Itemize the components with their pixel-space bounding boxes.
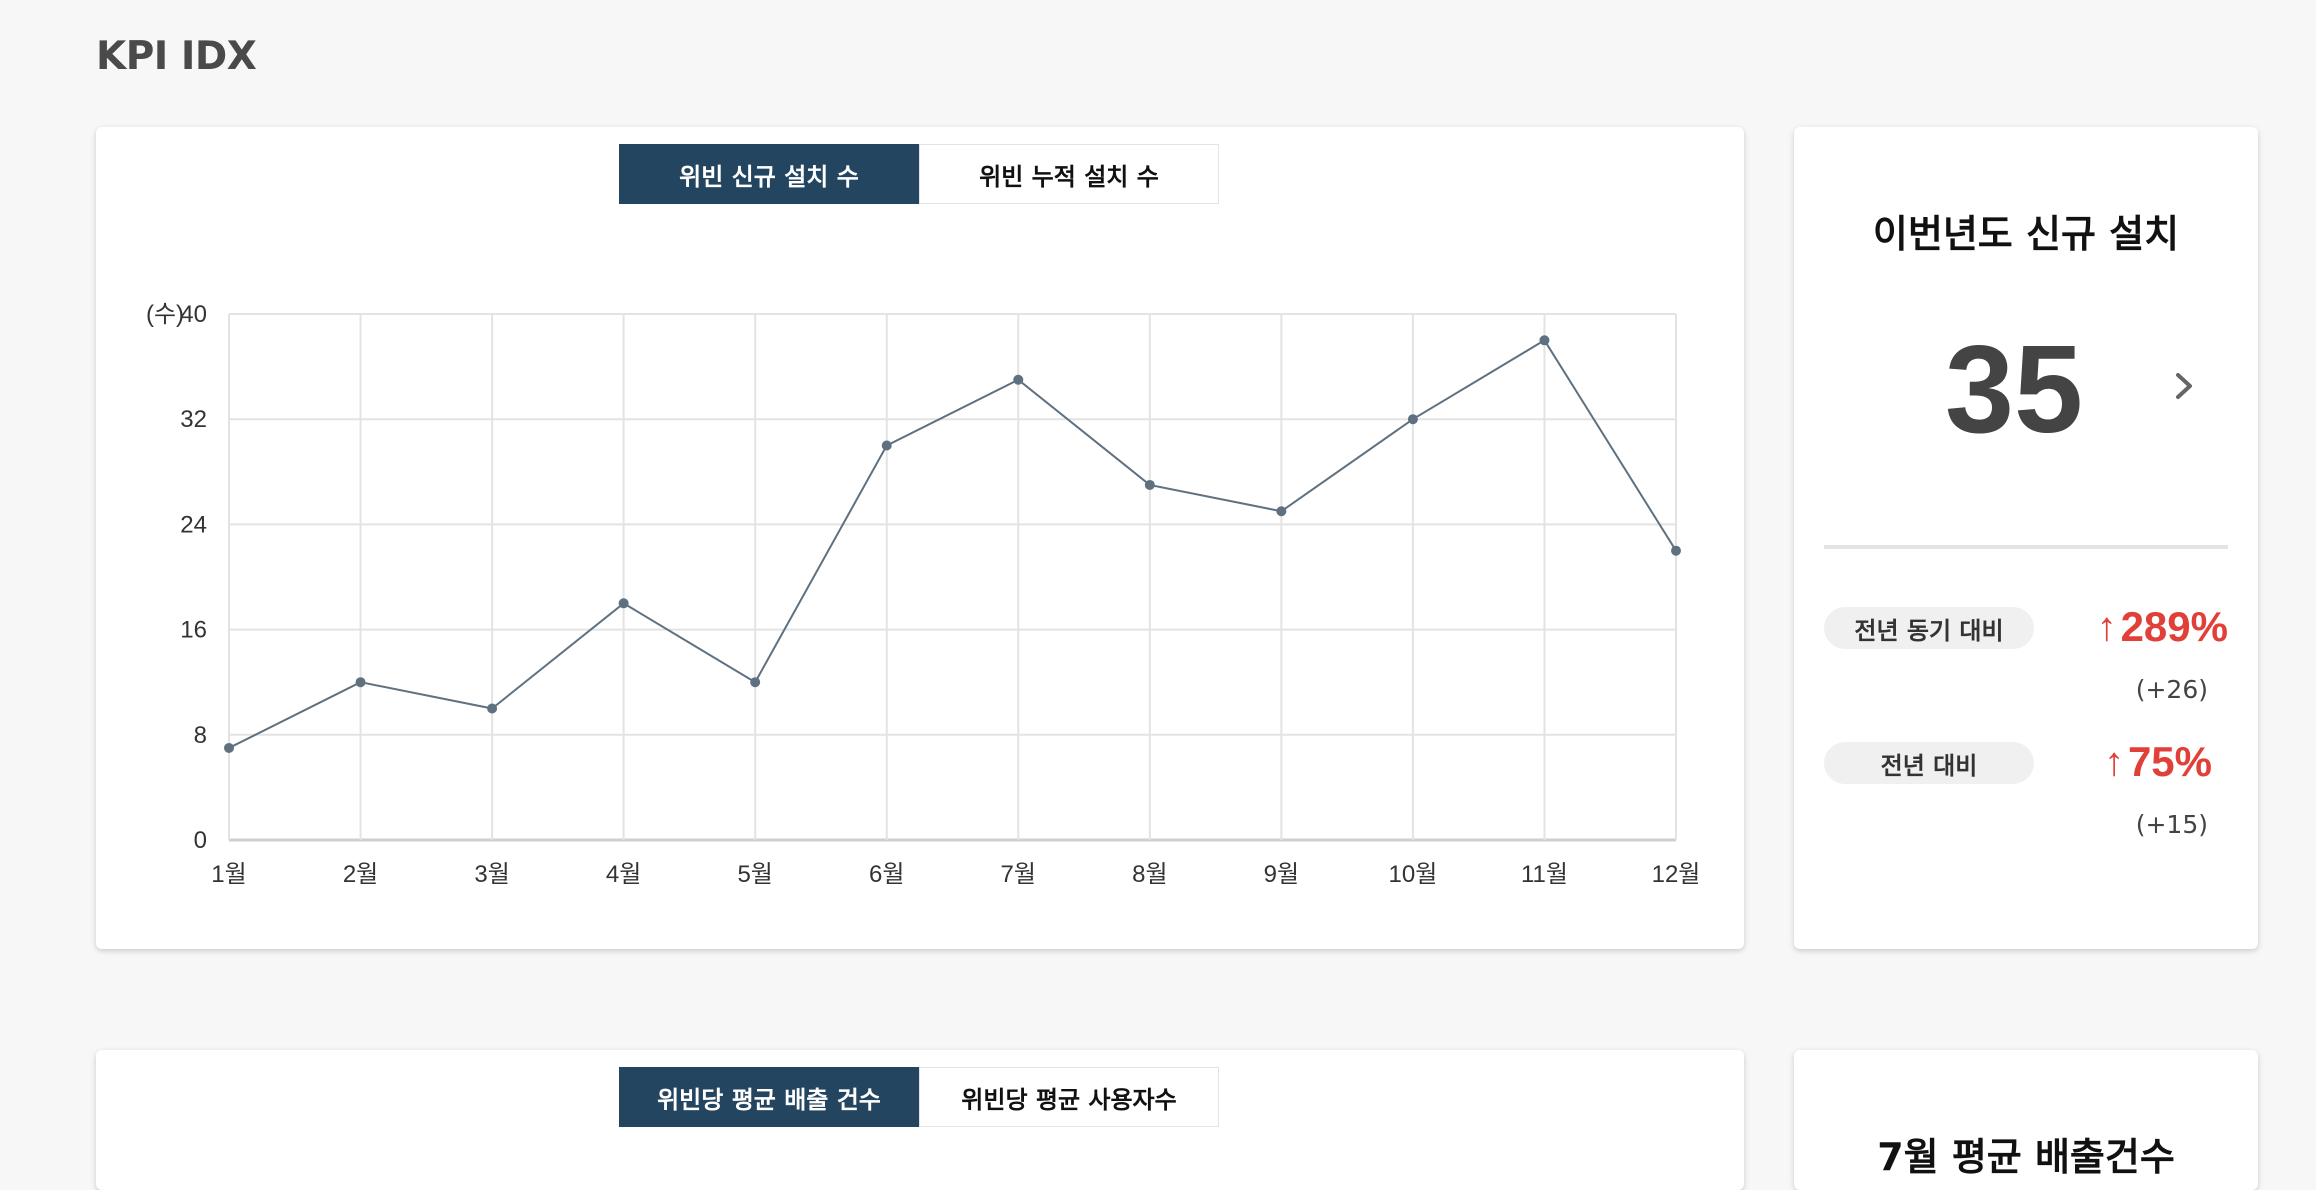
data-point	[1013, 374, 1024, 385]
x-tick-label: 11월	[1521, 861, 1568, 888]
x-tick-label: 7월	[1001, 861, 1036, 888]
data-point	[1407, 414, 1418, 425]
arrow-up-icon: ↑	[2103, 739, 2124, 784]
emissions-chart-card: 위빈당 평균 배출 건수 위빈당 평균 사용자수	[96, 1050, 1744, 1190]
data-point	[618, 598, 629, 609]
chart-tabs: 위빈 신규 설치 수 위빈 누적 설치 수	[619, 144, 1219, 204]
data-point	[1671, 545, 1681, 556]
data-point	[1539, 335, 1550, 346]
compare-percent-same-period: ↑ 289%	[2097, 603, 2228, 651]
data-point	[1144, 479, 1155, 490]
data-point	[1276, 506, 1287, 517]
stat-value: 35	[1945, 321, 2083, 459]
y-axis-unit-label: (수)	[146, 301, 184, 328]
compare-diff-last-year: (+15)	[2135, 810, 2208, 839]
compare-percent-value: 289%	[2120, 603, 2228, 650]
series-line	[228, 338, 1677, 749]
installs-chart-card: 위빈 신규 설치 수 위빈 누적 설치 수 0 8 16 24 32 40 (수) 1월 2월 3…	[96, 127, 1744, 949]
y-tick-label: 40	[180, 301, 207, 328]
y-tick-label: 16	[180, 617, 207, 644]
compare-badge-last-year: 전년 대비	[1824, 742, 2034, 784]
x-tick-label: 9월	[1264, 861, 1299, 888]
compare-percent-value: 75%	[2127, 738, 2212, 785]
chart-tabs: 위빈당 평균 배출 건수 위빈당 평균 사용자수	[619, 1067, 1219, 1127]
compare-diff-same-period: (+26)	[2135, 675, 2208, 704]
data-point	[355, 677, 366, 688]
y-tick-label: 32	[180, 406, 207, 433]
x-tick-label: 8월	[1132, 861, 1167, 888]
arrow-up-icon: ↑	[2096, 604, 2117, 649]
stat-title: 7월 평균 배출건수	[1877, 1135, 2175, 1179]
yearly-installs-stat-card: 이번년도 신규 설치 35 전년 동기 대비 ↑ 289% (+26) 전년 대…	[1794, 127, 2258, 949]
x-tick-label: 10월	[1389, 861, 1438, 888]
x-tick-label: 1월	[211, 861, 246, 888]
chevron-right-icon[interactable]	[2164, 365, 2206, 407]
data-point	[487, 703, 498, 714]
tab-avg-users[interactable]: 위빈당 평균 사용자수	[919, 1067, 1219, 1127]
compare-badge-same-period: 전년 동기 대비	[1824, 607, 2034, 649]
x-tick-label: 12월	[1652, 861, 1701, 888]
x-tick-label: 2월	[343, 861, 378, 888]
stat-title: 이번년도 신규 설치	[1872, 212, 2180, 256]
monthly-emissions-stat-card: 7월 평균 배출건수	[1794, 1050, 2258, 1190]
data-point	[750, 677, 761, 688]
tab-cumulative-installs[interactable]: 위빈 누적 설치 수	[919, 144, 1219, 204]
x-tick-label: 3월	[474, 861, 509, 888]
data-point	[224, 742, 234, 753]
page-title: KPI IDX	[96, 34, 257, 79]
compare-percent-last-year: ↑ 75%	[2104, 738, 2212, 786]
x-tick-label: 5월	[737, 861, 772, 888]
tab-avg-emissions[interactable]: 위빈당 평균 배출 건수	[619, 1067, 919, 1127]
data-point	[881, 440, 892, 451]
x-tick-label: 6월	[869, 861, 904, 888]
x-tick-label: 4월	[606, 861, 641, 888]
tab-new-installs[interactable]: 위빈 신규 설치 수	[619, 144, 919, 204]
y-tick-label: 8	[194, 722, 207, 749]
divider	[1824, 545, 2228, 549]
y-tick-label: 24	[180, 511, 207, 538]
y-tick-label: 0	[194, 827, 207, 854]
line-chart: 0 8 16 24 32 40(수) 1월 2월 3월 4월 5월 6월 7월 8월 9월 10월 11월 12월	[146, 301, 1701, 888]
